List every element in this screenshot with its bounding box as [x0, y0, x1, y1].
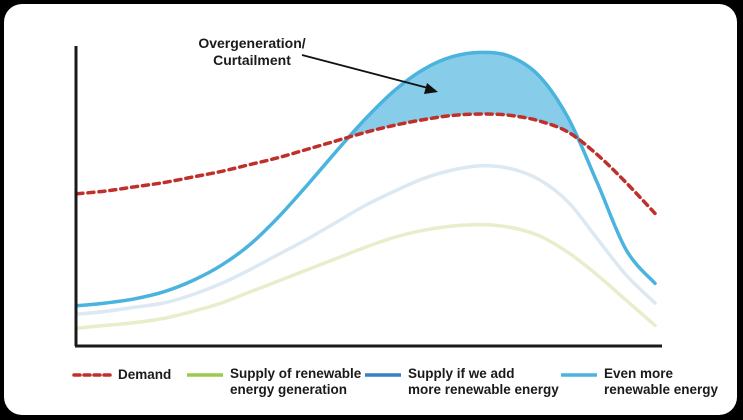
legend-label-supply-more: Supply if we add more renewable energy: [408, 366, 559, 397]
legend-label-demand: Demand: [118, 367, 172, 382]
series-supply-line: [75, 222, 657, 330]
series-even-more-line: [75, 50, 657, 308]
legend-item-demand: Demand: [72, 366, 171, 383]
legend-item-even-more: Even more renewable energy: [560, 366, 718, 398]
annotation-line-1: Overgeneration/: [198, 35, 305, 51]
legend-label-even-more: Even more renewable energy: [604, 366, 719, 397]
annotation-arrowhead: [424, 83, 438, 94]
legend-swatch-supply-more: [365, 373, 401, 377]
legend-swatch-demand: [72, 373, 112, 377]
legend-swatch-supply: [187, 373, 223, 377]
annotation-arrow: [301, 54, 429, 89]
legend-item-supply: Supply of renewable energy generation: [186, 366, 361, 398]
legend-swatch-even-more: [561, 373, 597, 377]
overgeneration-area: [349, 52, 578, 139]
annotation-line-2: Curtailment: [213, 52, 291, 68]
legend-label-supply: Supply of renewable energy generation: [230, 366, 362, 397]
legend-item-supply-more: Supply if we add more renewable energy: [364, 366, 559, 398]
series-demand-line: [75, 112, 657, 216]
series-supply-more-line: [75, 164, 657, 316]
